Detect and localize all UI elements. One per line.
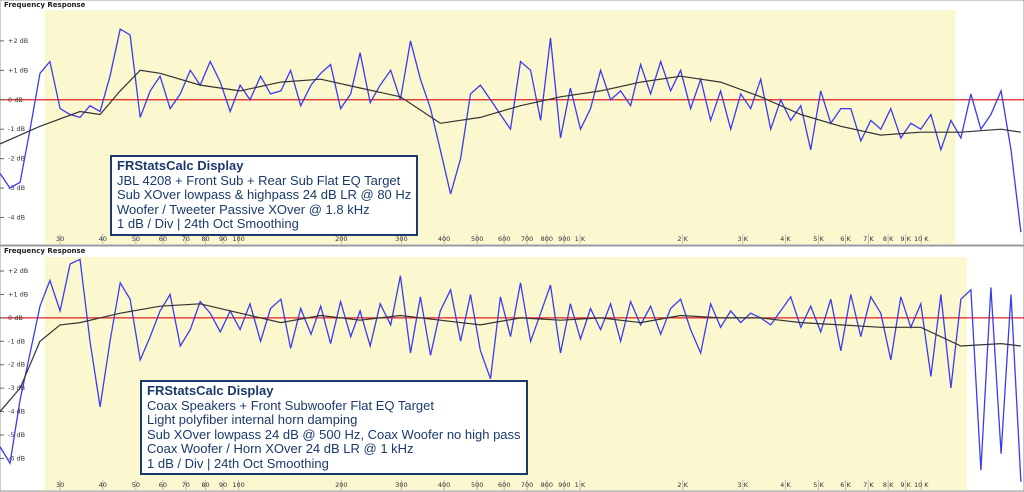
annotation-line: FRStatsCalc Display: [117, 158, 244, 173]
x-tick-label: 300: [395, 235, 407, 243]
y-tick-label: -2 dB: [8, 361, 25, 369]
annotation-box: FRStatsCalc Display JBL 4208 + Front Sub …: [110, 155, 419, 236]
x-tick-label: 8 K: [883, 235, 894, 243]
annotation-line: FRStatsCalc Display: [147, 383, 274, 398]
annotation-line: Coax Speakers + Front Subwoofer Flat EQ …: [147, 397, 434, 413]
x-tick-label: 60: [159, 235, 167, 243]
x-tick-label: 400: [438, 235, 450, 243]
x-tick-label: 700: [521, 481, 533, 489]
x-tick-label: 40: [99, 481, 107, 489]
x-tick-label: 30: [56, 481, 64, 489]
y-tick-label: -6 dB: [8, 454, 25, 462]
y-tick-label: +1 dB: [8, 290, 28, 298]
x-tick-label: 500: [471, 235, 483, 243]
annotation-line: 1 dB / Div | 24th Oct Smoothing: [117, 216, 299, 231]
chart-title: Frequency Response: [4, 1, 86, 9]
x-tick-label: 700: [521, 235, 533, 243]
y-tick-label: +2 dB: [8, 37, 28, 45]
x-tick-label: 6 K: [840, 481, 851, 489]
chart-title: Frequency Response: [4, 247, 86, 255]
annotation-line: Sub XOver lowpass & highpass 24 dB LR @ …: [117, 187, 412, 202]
x-tick-label: 5 K: [813, 235, 824, 243]
x-tick-label: 1 K: [575, 235, 586, 243]
x-tick-label: 900: [558, 481, 570, 489]
y-tick-label: -3 dB: [8, 184, 25, 192]
x-tick-label: 600: [498, 235, 510, 243]
x-tick-label: 800: [541, 235, 553, 243]
y-tick-label: -2 dB: [8, 155, 25, 163]
y-tick-label: 0 dB: [8, 96, 23, 104]
x-tick-label: 2 K: [677, 235, 688, 243]
response-line: [0, 69, 1021, 145]
y-tick-label: 0 dB: [8, 314, 23, 322]
x-tick-label: 80: [201, 481, 209, 489]
y-tick-label: -4 dB: [8, 408, 25, 416]
y-tick-label: -4 dB: [8, 214, 25, 222]
x-tick-label: 400: [438, 481, 450, 489]
annotation-line: Coax Woofer / Horn XOver 24 dB LR @ 1 kH…: [147, 441, 414, 456]
x-tick-label: 10 K: [914, 481, 929, 489]
x-tick-label: 5 K: [813, 481, 824, 489]
x-tick-label: 3 K: [738, 235, 749, 243]
annotation-line: Sub XOver lowpass 24 dB @ 500 Hz, Coax W…: [147, 426, 521, 442]
y-tick-label: -5 dB: [8, 431, 25, 439]
x-tick-label: 1 K: [575, 481, 586, 489]
x-tick-label: 800: [541, 481, 553, 489]
x-tick-label: 50: [132, 235, 140, 243]
annotation-line: Woofer / Tweeter Passive XOver @ 1.8 kHz: [117, 201, 370, 217]
annotation-line: Light polyfiber internal horn damping: [147, 412, 358, 427]
x-tick-label: 200: [335, 235, 347, 243]
x-tick-label: 90: [219, 481, 227, 489]
x-tick-label: 7 K: [863, 235, 874, 243]
x-tick-label: 9 K: [900, 235, 911, 243]
x-tick-label: 70: [182, 481, 190, 489]
x-tick-label: 4 K: [780, 481, 791, 489]
y-tick-label: +2 dB: [8, 267, 28, 275]
x-tick-label: 30: [56, 235, 64, 243]
x-tick-label: 80: [201, 235, 209, 243]
x-tick-label: 90: [219, 235, 227, 243]
x-tick-label: 3 K: [738, 481, 749, 489]
response-line: [0, 28, 1022, 233]
x-tick-label: 500: [471, 481, 483, 489]
x-tick-label: 7 K: [863, 481, 874, 489]
x-tick-label: 70: [182, 235, 190, 243]
x-tick-label: 6 K: [840, 235, 851, 243]
x-tick-label: 10 K: [914, 235, 929, 243]
response-line: [0, 303, 1021, 412]
x-tick-label: 100: [232, 481, 244, 489]
x-tick-label: 600: [498, 481, 510, 489]
x-tick-label: 300: [395, 481, 407, 489]
x-tick-label: 100: [232, 235, 244, 243]
annotation-box: FRStatsCalc Display Coax Speakers + Front…: [140, 380, 528, 475]
x-tick-label: 50: [132, 481, 140, 489]
x-tick-label: 60: [159, 481, 167, 489]
x-tick-label: 2 K: [677, 481, 688, 489]
y-tick-label: +1 dB: [8, 66, 28, 74]
y-tick-label: -1 dB: [8, 125, 25, 133]
x-tick-label: 40: [99, 235, 107, 243]
x-tick-label: 200: [335, 481, 347, 489]
y-tick-label: -3 dB: [8, 384, 25, 392]
annotation-line: JBL 4208 + Front Sub + Rear Sub Flat EQ …: [117, 172, 401, 188]
x-tick-label: 9 K: [900, 481, 911, 489]
response-line: [0, 258, 1022, 482]
annotation-line: 1 dB / Div | 24th Oct Smoothing: [147, 455, 329, 471]
y-tick-label: -1 dB: [8, 337, 25, 345]
x-tick-label: 8 K: [883, 481, 894, 489]
x-tick-label: 900: [558, 235, 570, 243]
x-tick-label: 4 K: [780, 235, 791, 243]
